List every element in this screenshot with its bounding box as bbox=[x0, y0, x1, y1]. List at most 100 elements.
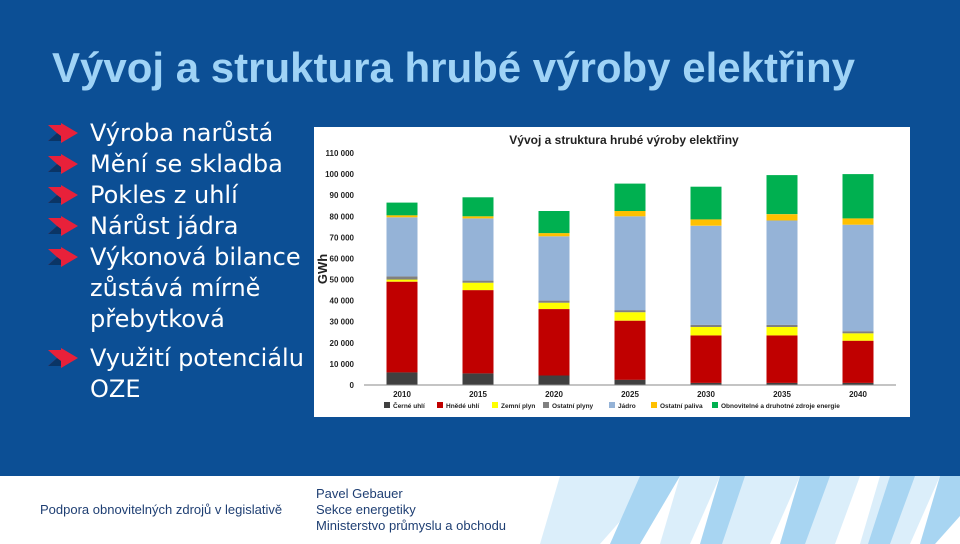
bullet-text: Výroba narůstá bbox=[90, 119, 274, 147]
bar-segment bbox=[766, 214, 798, 221]
bar-segment bbox=[690, 324, 722, 327]
bar-segment bbox=[538, 211, 570, 234]
bar-segment bbox=[386, 372, 418, 385]
legend-label: Obnovitelné a druhotné zdroje energie bbox=[721, 403, 840, 410]
bar-segment bbox=[538, 233, 570, 237]
bar-segment bbox=[462, 373, 494, 385]
y-axis-label: GWh bbox=[315, 254, 330, 284]
arrow-right-icon bbox=[48, 216, 78, 236]
bar-segment bbox=[462, 197, 494, 217]
chart-title: Vývoj a struktura hrubé výroby elektřiny bbox=[509, 133, 739, 147]
y-tick-label: 20 000 bbox=[330, 339, 355, 348]
bar-segment bbox=[766, 335, 798, 383]
bar-segment bbox=[690, 335, 722, 383]
bar-segment bbox=[614, 310, 646, 313]
bar-segment bbox=[538, 300, 570, 303]
legend-label: Zemní plyn bbox=[501, 403, 535, 410]
bullet-item: Výkonová bilance zůstává mírně přebytkov… bbox=[48, 242, 313, 335]
y-tick-label: 40 000 bbox=[330, 297, 355, 306]
legend-label: Černé uhlí bbox=[393, 401, 425, 410]
legend-swatch bbox=[651, 402, 657, 408]
legend-swatch bbox=[543, 402, 549, 408]
bar-segment bbox=[690, 382, 722, 385]
bar-segment bbox=[766, 327, 798, 336]
x-tick-label: 2030 bbox=[697, 390, 715, 399]
footer-topic: Podpora obnovitelných zdrojů v legislati… bbox=[40, 502, 283, 517]
y-tick-label: 100 000 bbox=[325, 170, 354, 179]
bar-segment bbox=[842, 333, 874, 341]
arrow-right-icon bbox=[48, 185, 78, 205]
bar-segment bbox=[538, 236, 570, 301]
bullet-item: Pokles z uhlí bbox=[48, 180, 313, 211]
x-tick-label: 2025 bbox=[621, 390, 639, 399]
y-tick-label: 50 000 bbox=[330, 276, 355, 285]
arrow-right-icon bbox=[48, 247, 78, 267]
y-tick-label: 80 000 bbox=[330, 212, 355, 221]
y-tick-label: 0 bbox=[350, 381, 355, 390]
y-tick-label: 60 000 bbox=[330, 254, 355, 263]
y-tick-label: 30 000 bbox=[330, 318, 355, 327]
footer-contact: Pavel Gebauer Sekce energetiky Ministers… bbox=[316, 486, 506, 534]
bar-segment bbox=[538, 309, 570, 376]
legend-swatch bbox=[609, 402, 615, 408]
x-tick-label: 2020 bbox=[545, 390, 563, 399]
legend-swatch bbox=[384, 402, 390, 408]
chart-container: Vývoj a struktura hrubé výroby elektřiny… bbox=[314, 127, 910, 417]
bullet-text: Pokles z uhlí bbox=[90, 181, 238, 209]
bar-segment bbox=[462, 216, 494, 219]
bar-segment bbox=[690, 327, 722, 336]
stacked-bar-chart: Vývoj a struktura hrubé výroby elektřiny… bbox=[315, 133, 896, 410]
legend-swatch bbox=[492, 402, 498, 408]
bar-segment bbox=[386, 281, 418, 373]
bar-segment bbox=[766, 382, 798, 385]
y-tick-label: 10 000 bbox=[330, 360, 355, 369]
bullet-text: Nárůst jádra bbox=[90, 212, 239, 240]
bullet-item: Využití potenciálu OZE bbox=[48, 343, 313, 405]
y-tick-label: 70 000 bbox=[330, 233, 355, 242]
arrow-right-icon bbox=[48, 123, 78, 143]
bar-segment bbox=[386, 202, 418, 216]
legend-label: Ostatní paliva bbox=[660, 403, 703, 410]
bar-segment bbox=[614, 216, 646, 311]
bullet-item: Mění se skladba bbox=[48, 149, 313, 180]
bullet-text: Výkonová bilance zůstává mírně přebytkov… bbox=[90, 243, 301, 333]
bullet-text: Mění se skladba bbox=[90, 150, 283, 178]
bar-segment bbox=[614, 211, 646, 217]
bar-segment bbox=[386, 276, 418, 280]
slide-title: Vývoj a struktura hrubé výroby elektřiny bbox=[52, 44, 855, 91]
footer-department: Sekce energetiky bbox=[316, 502, 416, 517]
bar-segment bbox=[842, 340, 874, 383]
bar-segment bbox=[538, 375, 570, 385]
bar-segment bbox=[462, 290, 494, 374]
x-tick-label: 2010 bbox=[393, 390, 411, 399]
bar-segment bbox=[766, 324, 798, 327]
bar-segment bbox=[386, 279, 418, 282]
footer-ministry: Ministerstvo průmyslu a obchodu bbox=[316, 518, 507, 533]
arrow-right-icon bbox=[48, 154, 78, 174]
x-tick-label: 2040 bbox=[849, 390, 867, 399]
bar-segment bbox=[614, 320, 646, 380]
bar-segment bbox=[690, 219, 722, 226]
footer-author: Pavel Gebauer bbox=[316, 486, 403, 501]
bar-segment bbox=[690, 186, 722, 220]
bullet-item: Nárůst jádra bbox=[48, 211, 313, 242]
bar-segment bbox=[462, 282, 494, 291]
x-tick-label: 2015 bbox=[469, 390, 487, 399]
bar-segment bbox=[386, 217, 418, 277]
bar-segment bbox=[462, 218, 494, 281]
bar-segment bbox=[462, 280, 494, 283]
bar-segment bbox=[842, 174, 874, 219]
bar-segment bbox=[690, 225, 722, 325]
bullet-text: Využití potenciálu OZE bbox=[90, 344, 304, 403]
bar-segment bbox=[538, 302, 570, 309]
legend-label: Jádro bbox=[618, 403, 636, 410]
bar-segment bbox=[766, 220, 798, 325]
decorative-stripes bbox=[540, 476, 960, 544]
x-tick-label: 2035 bbox=[773, 390, 791, 399]
y-tick-label: 110 000 bbox=[326, 149, 355, 158]
bar-segment bbox=[386, 215, 418, 218]
bar-segment bbox=[842, 382, 874, 385]
legend-swatch bbox=[712, 402, 718, 408]
footer: Podpora obnovitelných zdrojů v legislati… bbox=[0, 476, 960, 544]
bullet-list: Výroba narůstá Mění se skladba Pokles z … bbox=[48, 118, 313, 405]
